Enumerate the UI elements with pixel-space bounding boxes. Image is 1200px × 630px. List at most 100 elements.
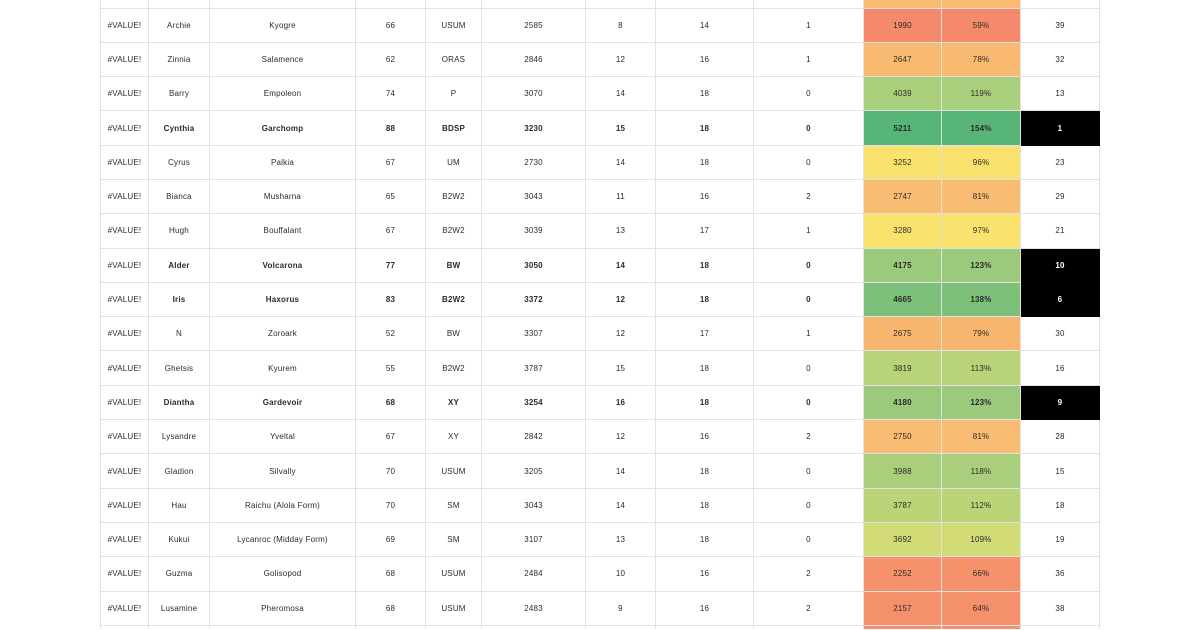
cell-heat[interactable]: 2750 (863, 419, 942, 455)
cell-s3[interactable]: 0 (753, 110, 864, 146)
cell-heat[interactable]: 4665 (863, 281, 942, 318)
cell-s2[interactable]: 17 (655, 316, 754, 352)
cell-game[interactable]: P (425, 76, 482, 112)
cell-rank[interactable]: 32 (1020, 41, 1100, 78)
cell-pokemon[interactable]: Salamence (209, 41, 356, 78)
cell-stat[interactable]: 3372 (481, 281, 586, 318)
cell-heat[interactable]: 2252 (863, 556, 942, 592)
cell-game[interactable]: BW (425, 316, 482, 352)
cell-stat[interactable]: 2842 (481, 419, 586, 455)
cell-s3[interactable]: 1 (753, 41, 864, 78)
cell-level[interactable]: 88 (355, 110, 426, 146)
cell-pokemon[interactable]: Pheromosa (209, 590, 356, 626)
cell-s1[interactable]: 14 (585, 487, 656, 523)
cell-heat[interactable]: 3692 (863, 521, 942, 558)
cell-rank[interactable]: 16 (1020, 350, 1100, 386)
cell-s1[interactable]: 12 (585, 419, 656, 455)
cell-game[interactable]: SM (425, 487, 482, 523)
cell-game[interactable]: USUM (425, 7, 482, 43)
cell-pct[interactable]: 81% (941, 178, 1021, 215)
cell-level[interactable]: 68 (355, 556, 426, 592)
cell-s3[interactable]: 0 (753, 384, 864, 421)
cell-s1[interactable]: 15 (585, 350, 656, 386)
cell-trainer[interactable]: Lusamine (148, 590, 210, 626)
cell-pct[interactable]: 64% (941, 590, 1021, 626)
cell-s3[interactable]: 1 (753, 316, 864, 352)
cell-rank[interactable] (1020, 624, 1100, 630)
cell-s2[interactable]: 18 (655, 350, 754, 386)
cell-trainer[interactable]: Bianca (148, 178, 210, 215)
cell-game[interactable]: B2W2 (425, 281, 482, 318)
cell-stat[interactable]: 3107 (481, 521, 586, 558)
cell-game[interactable]: B2W2 (425, 178, 482, 215)
cell-s1[interactable]: 12 (585, 316, 656, 352)
cell-stat[interactable]: 3070 (481, 76, 586, 112)
cell-s3[interactable]: 0 (753, 350, 864, 386)
cell-level[interactable]: 70 (355, 487, 426, 523)
cell-s3[interactable]: 0 (753, 453, 864, 489)
cell-s3[interactable]: 0 (753, 76, 864, 112)
cell-pokemon[interactable]: Zoroark (209, 316, 356, 352)
cell-s3[interactable]: 2 (753, 419, 864, 455)
cell-trainer[interactable]: Archie (148, 7, 210, 43)
cell-trainer[interactable]: Hugh (148, 213, 210, 249)
cell-pokemon[interactable]: Kyogre (209, 7, 356, 43)
cell-error[interactable]: #VALUE! (100, 453, 149, 489)
cell-s3[interactable]: 0 (753, 247, 864, 283)
cell-pct[interactable]: 138% (941, 281, 1021, 318)
cell-trainer[interactable]: Barry (148, 76, 210, 112)
cell-stat[interactable]: 3787 (481, 350, 586, 386)
cell-s1[interactable]: 12 (585, 41, 656, 78)
cell-trainer[interactable]: Kukui (148, 521, 210, 558)
cell-heat[interactable]: 3252 (863, 144, 942, 180)
cell-trainer[interactable]: Cynthia (148, 110, 210, 146)
cell-pokemon[interactable]: Palkia (209, 144, 356, 180)
cell-trainer[interactable]: Lysandre (148, 419, 210, 455)
cell-s1[interactable]: 15 (585, 110, 656, 146)
cell-heat[interactable]: 5211 (863, 110, 942, 146)
cell-pokemon[interactable]: Garchomp (209, 110, 356, 146)
cell-level[interactable]: 67 (355, 419, 426, 455)
cell-s2[interactable]: 18 (655, 281, 754, 318)
cell-stat[interactable]: 3050 (481, 247, 586, 283)
cell-pct[interactable]: 59% (941, 7, 1021, 43)
cell-trainer[interactable]: Gladion (148, 453, 210, 489)
cell-pokemon[interactable]: Empoleon (209, 76, 356, 112)
cell-s1[interactable]: 14 (585, 247, 656, 283)
cell-s3[interactable]: 2 (753, 590, 864, 626)
cell-pokemon[interactable] (209, 0, 356, 9)
cell-level[interactable]: 67 (355, 213, 426, 249)
cell-stat[interactable]: 3205 (481, 453, 586, 489)
cell-s3[interactable]: 1 (753, 7, 864, 43)
cell-trainer[interactable]: Guzma (148, 556, 210, 592)
cell-stat[interactable]: 2730 (481, 144, 586, 180)
cell-s2[interactable]: 16 (655, 556, 754, 592)
cell-heat[interactable]: 4180 (863, 384, 942, 421)
cell-s1[interactable]: 13 (585, 521, 656, 558)
cell-level[interactable]: 74 (355, 76, 426, 112)
cell-s3[interactable]: 0 (753, 521, 864, 558)
cell-pokemon[interactable]: Gardevoir (209, 384, 356, 421)
cell-heat[interactable]: 2157 (863, 590, 942, 626)
cell-level[interactable]: 70 (355, 453, 426, 489)
cell-s2[interactable]: 14 (655, 7, 754, 43)
cell-rank[interactable]: 28 (1020, 419, 1100, 455)
cell-game[interactable]: USUM (425, 556, 482, 592)
cell-heat[interactable] (863, 0, 942, 9)
cell-error[interactable]: #VALUE! (100, 178, 149, 215)
cell-error[interactable]: #VALUE! (100, 316, 149, 352)
cell-trainer[interactable]: Zinnia (148, 41, 210, 78)
cell-level[interactable]: 69 (355, 521, 426, 558)
cell-trainer[interactable]: Ghetsis (148, 350, 210, 386)
cell-error[interactable]: #VALUE! (100, 110, 149, 146)
cell-s2[interactable]: 16 (655, 590, 754, 626)
cell-stat[interactable]: 3043 (481, 487, 586, 523)
cell-s1[interactable]: 11 (585, 178, 656, 215)
cell-s2[interactable] (655, 624, 754, 630)
cell-error[interactable]: #VALUE! (100, 350, 149, 386)
cell-s3[interactable]: 2 (753, 556, 864, 592)
cell-game[interactable]: ORAS (425, 41, 482, 78)
cell-pct[interactable]: 79% (941, 316, 1021, 352)
cell-s1[interactable]: 14 (585, 144, 656, 180)
cell-pct[interactable]: 96% (941, 144, 1021, 180)
